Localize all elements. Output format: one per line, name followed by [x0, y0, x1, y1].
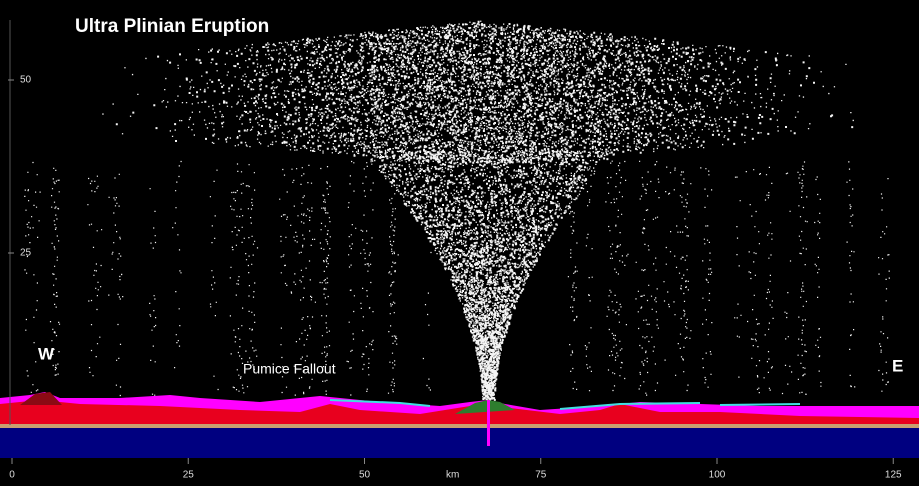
sea-band: [0, 428, 919, 458]
title: Ultra Plinian Eruption: [75, 16, 269, 37]
ash-particles: [24, 20, 890, 402]
x-tick-label: 100: [709, 470, 726, 481]
x-unit: km: [446, 470, 459, 481]
x-tick-label: 50: [359, 470, 371, 481]
ground-line: [0, 424, 919, 428]
west-label: W: [38, 344, 55, 363]
terrain-hill: [20, 392, 62, 405]
terrain-edge: [329, 399, 801, 410]
fallout-label: Pumice Fallout: [243, 361, 336, 377]
x-tick-label: 25: [183, 470, 195, 481]
x-tick-label: 0: [9, 470, 15, 481]
particles: [24, 20, 890, 402]
volcano-cone: [455, 400, 515, 414]
x-tick-label: 125: [885, 470, 902, 481]
x-tick-label: 75: [535, 470, 547, 481]
y-tick-label: 50: [20, 75, 32, 86]
y-tick-label: 25: [20, 248, 32, 259]
vent: [487, 400, 490, 446]
east-label: E: [892, 356, 903, 375]
